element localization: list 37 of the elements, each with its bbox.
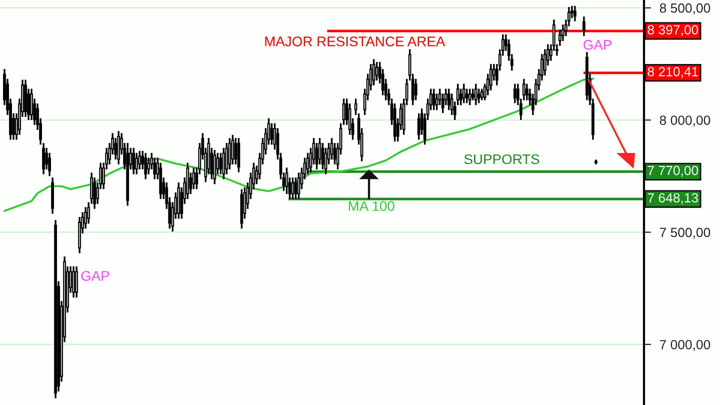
annotation: GAP <box>81 271 110 281</box>
candlestick <box>582 16 586 36</box>
text: MA 100 <box>348 201 394 212</box>
candlestick <box>432 88 436 110</box>
ref-line-label: 7 648,13 <box>648 193 698 204</box>
candlestick <box>594 160 598 164</box>
candlestick <box>75 266 78 298</box>
y-tick-label: 7 500,00 <box>660 228 710 239</box>
candlestick <box>513 84 516 104</box>
y-tick-label: 8 000,00 <box>660 116 710 127</box>
y-tick-label: 8 500,00 <box>660 3 710 14</box>
y-tick-label: 7 000,00 <box>660 340 710 351</box>
ref-line-label: 7 770,00 <box>648 166 698 177</box>
line-series <box>4 78 594 212</box>
candlestick <box>213 150 216 184</box>
candlestick <box>573 6 576 22</box>
candlestick <box>54 220 57 398</box>
candlestick <box>177 182 180 219</box>
candlestick <box>132 148 136 174</box>
ref-line-label: 8 397,00 <box>648 25 698 36</box>
candlestick <box>144 152 148 180</box>
candlestick <box>414 78 418 100</box>
candlestick <box>219 152 222 174</box>
candlestick <box>126 142 130 206</box>
candlestick <box>117 131 120 164</box>
candlestick <box>474 84 478 106</box>
candlestick <box>51 178 54 214</box>
candlestick <box>72 266 76 298</box>
annotation: SUPPORTS <box>464 154 540 164</box>
candlestick <box>237 138 240 172</box>
candlestick <box>240 189 244 229</box>
candlestick <box>24 80 27 117</box>
annotation: GAP <box>584 40 612 50</box>
candlestick <box>468 88 472 106</box>
annotation: MAJOR RESISTANCE AREA <box>265 36 446 46</box>
candlestick <box>462 84 466 104</box>
ref-line-label: 8 210,41 <box>648 67 698 78</box>
